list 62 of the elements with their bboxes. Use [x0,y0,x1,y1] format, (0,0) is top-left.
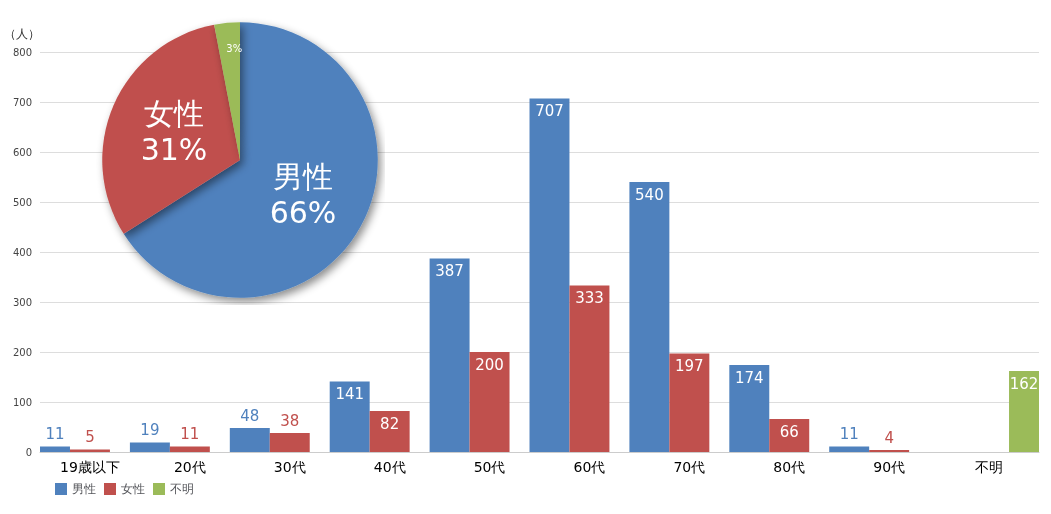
x-tick-label: 60代 [573,459,606,475]
y-tick-label: 300 [12,296,32,308]
data-label: 540 [635,185,664,204]
y-tick-label: 800 [12,46,32,58]
legend-label: 女性 [121,482,145,496]
bar [829,446,870,452]
data-label: 11 [839,425,859,443]
data-label: 38 [280,411,300,430]
bar [429,258,470,452]
x-tick-label: 19歳以下 [60,459,120,475]
data-label: 333 [575,289,604,307]
bar [229,428,270,452]
x-tick-label: 30代 [273,459,306,475]
x-tick-label: 90代 [873,459,906,475]
slice-label: 男性 [272,159,333,195]
data-label: 48 [240,406,260,425]
data-label: 162 [1009,374,1039,393]
y-tick-label: 700 [12,96,32,108]
data-label: 707 [535,102,564,120]
data-label: 66% [269,195,337,231]
data-label: 387 [435,262,464,280]
bar [329,381,370,452]
y-tick-label: 500 [12,196,32,208]
y-tick-label: 0 [25,446,32,458]
data-label: 11 [180,425,200,443]
bar [469,352,510,452]
data-label: 5 [85,428,95,446]
slice-label: 女性 [144,95,205,131]
y-axis-title: （人） [4,27,40,41]
bar [629,182,670,452]
data-label: 31% [140,131,208,167]
bar [369,411,410,452]
y-tick-label: 600 [12,146,32,158]
x-tick-label: 20代 [173,459,206,475]
y-tick-label: 100 [12,396,32,408]
data-label: 66 [779,422,799,441]
data-label: 82 [380,414,400,433]
data-label: 197 [675,357,704,375]
bar [1009,371,1039,452]
data-label: 174 [734,368,764,387]
x-tick-label: 不明 [975,459,1004,475]
data-label: 11 [45,425,65,443]
bar [669,353,710,452]
bar [769,419,810,452]
bar [529,98,570,452]
x-tick-label: 80代 [773,459,806,475]
data-label: 4 [884,428,894,447]
bar [269,433,310,452]
x-tick-label: 50代 [473,459,506,475]
bar [169,446,210,452]
data-label: 19 [140,421,160,439]
data-label: 200 [475,355,504,374]
y-tick-label: 400 [12,246,32,258]
legend-label: 不明 [170,482,194,496]
bar [129,442,170,452]
y-tick-label: 200 [12,346,32,358]
bar [569,285,610,452]
x-tick-label: 40代 [373,459,406,475]
data-label: 141 [335,385,365,403]
x-tick-label: 70代 [673,459,706,475]
legend-label: 男性 [72,482,96,496]
bar [729,365,770,452]
